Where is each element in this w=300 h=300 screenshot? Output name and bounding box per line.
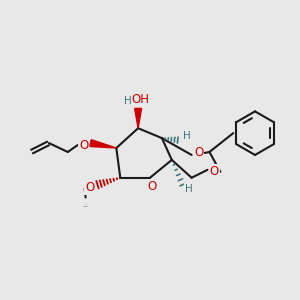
Text: H: H <box>124 97 132 106</box>
Text: H: H <box>183 131 190 141</box>
Polygon shape <box>135 108 142 128</box>
Text: O: O <box>210 165 219 178</box>
Text: O: O <box>147 180 157 193</box>
Text: methyl: methyl <box>84 206 88 208</box>
Polygon shape <box>90 140 116 148</box>
Text: H: H <box>185 184 192 194</box>
Text: O: O <box>85 181 94 194</box>
Text: O: O <box>79 139 88 152</box>
Text: O: O <box>194 146 203 160</box>
Text: OH: OH <box>131 93 149 106</box>
Text: CH₃: CH₃ <box>85 205 88 206</box>
